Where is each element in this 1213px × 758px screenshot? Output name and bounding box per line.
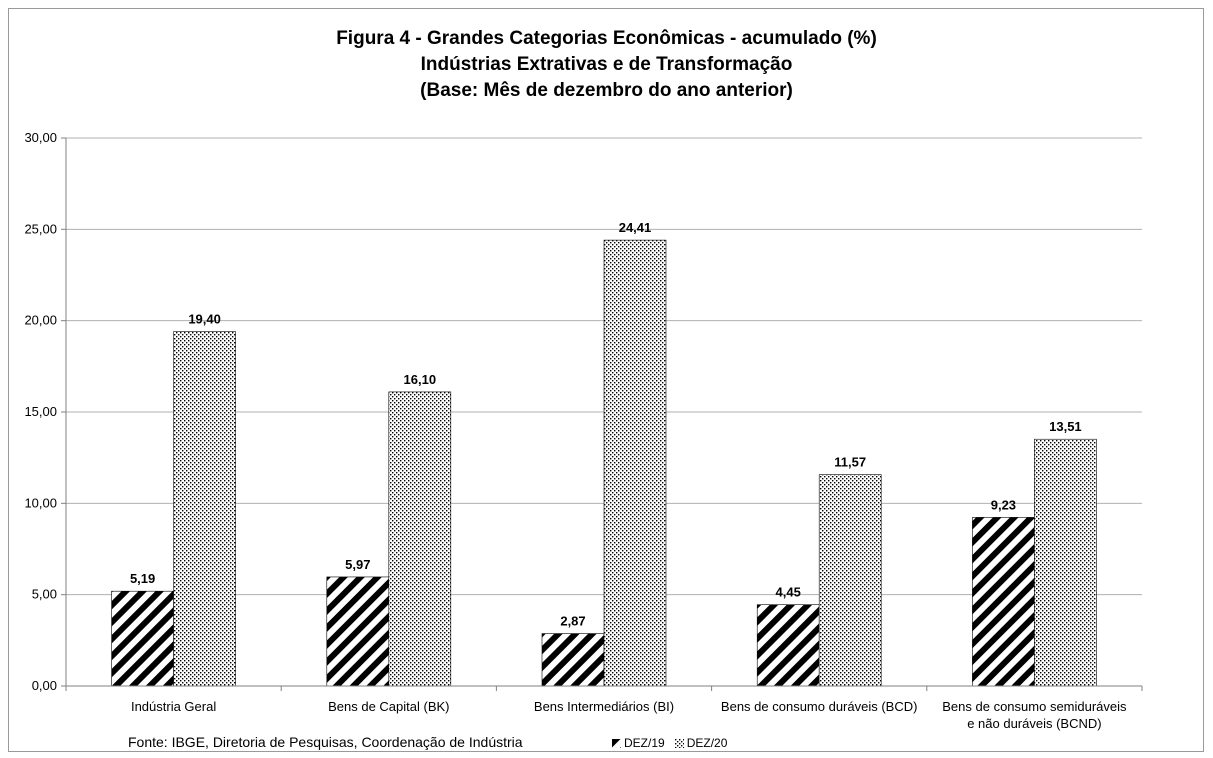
chart-title: Figura 4 - Grandes Categorias Econômicas… <box>0 26 1213 104</box>
data-label: 4,45 <box>776 585 801 600</box>
data-label: 24,41 <box>619 220 652 235</box>
bar-dez-19 <box>972 517 1035 687</box>
x-category-label: Bens de Capital (BK) <box>328 699 449 714</box>
legend-label-dez20: DEZ/20 <box>686 736 728 750</box>
x-category-label: Bens de consumo semiduráveis <box>942 699 1127 714</box>
y-tick-label: 0,00 <box>32 678 57 693</box>
bar-dez-20 <box>818 474 882 687</box>
data-label: 9,23 <box>991 497 1016 512</box>
source-note: Fonte: IBGE, Diretoria de Pesquisas, Coo… <box>128 734 523 750</box>
title-line-3: (Base: Mês de dezembro do ano anterior) <box>420 80 793 101</box>
legend-swatch-dez19 <box>612 738 621 748</box>
x-category-label: Indústria Geral <box>131 699 216 714</box>
x-category-label: Bens Intermediários (BI) <box>534 699 674 714</box>
y-tick-label: 20,00 <box>24 313 57 328</box>
legend-swatch-dez20 <box>674 738 684 748</box>
data-label: 2,87 <box>560 614 585 629</box>
x-category-label: Bens de consumo duráveis (BCD) <box>721 699 918 714</box>
legend-item-dez19: DEZ/19 <box>612 736 665 750</box>
bar-dez-19 <box>756 604 820 687</box>
data-label: 19,40 <box>188 312 221 327</box>
y-tick-label: 25,00 <box>24 221 57 236</box>
bar-dez-20 <box>1034 438 1097 687</box>
bar-dez-20 <box>173 331 236 687</box>
bar-dez-19 <box>111 590 174 687</box>
data-label: 5,97 <box>345 557 370 572</box>
y-tick-label: 15,00 <box>24 404 57 419</box>
bar-dez-19 <box>326 576 390 687</box>
legend-item-dez20: DEZ/20 <box>674 736 728 750</box>
legend: DEZ/19 DEZ/20 <box>612 736 733 750</box>
bar-dez-19 <box>541 633 605 687</box>
data-label: 16,10 <box>404 372 437 387</box>
y-tick-label: 10,00 <box>24 495 57 510</box>
data-label: 11,57 <box>834 455 866 470</box>
y-tick-label: 30,00 <box>24 130 57 145</box>
x-category-label: e não duráveis (BCND) <box>967 716 1101 731</box>
bar-dez-20 <box>388 391 452 687</box>
y-tick-label: 5,00 <box>32 587 57 602</box>
title-line-2: Indústrias Extrativas e de Transformação <box>420 54 793 75</box>
data-label: 13,51 <box>1049 419 1082 434</box>
legend-label-dez19: DEZ/19 <box>624 736 665 750</box>
title-line-1: Figura 4 - Grandes Categorias Econômicas… <box>336 28 877 49</box>
bar-dez-20 <box>603 239 667 687</box>
data-label: 5,19 <box>130 571 155 586</box>
chart-frame <box>8 8 1204 752</box>
